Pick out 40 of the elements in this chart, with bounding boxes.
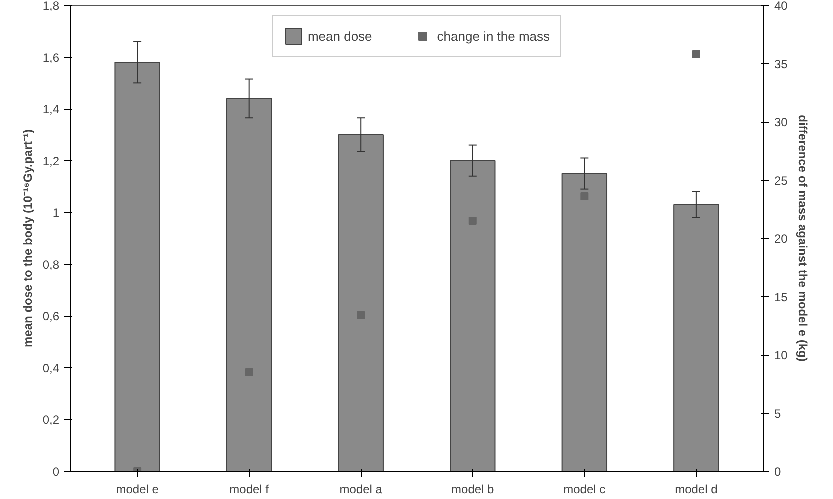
y-tick-label: 1,4 xyxy=(42,102,60,117)
y-tick-label: 1,6 xyxy=(42,50,60,65)
y2-tick-label: 25 xyxy=(774,174,788,188)
point xyxy=(245,368,254,376)
y2-tick-label: 5 xyxy=(774,406,782,421)
bar xyxy=(562,173,608,472)
y-tick-label: 0,8 xyxy=(42,258,60,272)
y-tick-label: 1,8 xyxy=(42,0,60,13)
y-tick-label: 1,2 xyxy=(42,154,60,168)
point xyxy=(692,50,700,58)
point xyxy=(580,192,589,201)
point xyxy=(468,217,477,226)
legend-label: change in the mass xyxy=(437,28,550,44)
y-axis-title: mean dose to the body (10⁻¹⁶Gy.part⁻¹) xyxy=(20,129,35,348)
bar xyxy=(450,160,496,472)
x-tick-label: model c xyxy=(564,482,606,496)
x-tick-label: model b xyxy=(452,482,495,496)
y2-tick-label: 35 xyxy=(774,57,788,72)
y-tick-label: 0,4 xyxy=(42,361,60,376)
y-tick-label: 1 xyxy=(52,206,60,220)
x-tick-label: model e xyxy=(116,482,160,496)
y2-axis-title: difference of mass against the model e (kg) xyxy=(796,115,810,362)
y2-tick-label: 40 xyxy=(774,0,788,13)
bar xyxy=(226,98,272,472)
y-tick-label: 0,6 xyxy=(42,310,60,324)
point xyxy=(357,311,366,320)
bar xyxy=(338,134,384,472)
x-tick-label: model a xyxy=(340,482,383,496)
y2-tick-label: 0 xyxy=(774,465,782,479)
x-tick-label: model f xyxy=(230,482,270,496)
y2-tick-label: 15 xyxy=(774,290,788,304)
legend-label: mean dose xyxy=(308,28,372,44)
y-tick-label: 0,2 xyxy=(42,413,60,428)
y2-tick-label: 30 xyxy=(774,116,788,130)
y2-tick-label: 20 xyxy=(774,232,788,246)
bar xyxy=(114,62,160,472)
x-tick-label: model d xyxy=(675,482,718,496)
bar xyxy=(674,204,720,472)
y-tick-label: 0 xyxy=(52,465,60,479)
y2-tick-label: 10 xyxy=(774,348,788,362)
